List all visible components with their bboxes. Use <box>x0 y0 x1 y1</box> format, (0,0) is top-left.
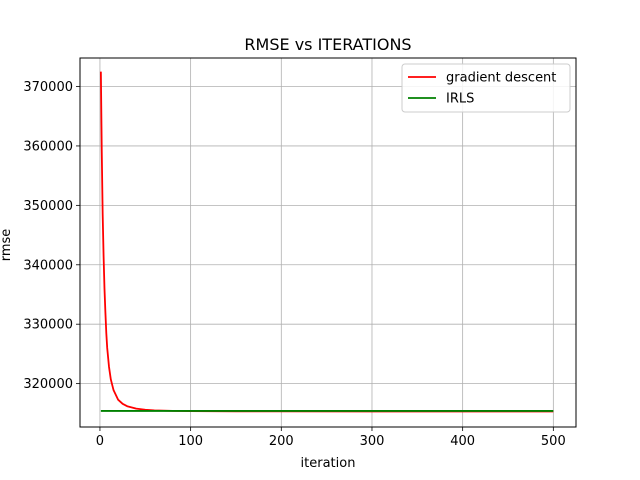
x-tick-label: 100 <box>178 434 203 449</box>
y-tick-label: 360000 <box>23 139 73 154</box>
x-tick-label: 300 <box>360 434 385 449</box>
plot-frame <box>79 57 577 428</box>
y-axis-label: rmse <box>0 229 14 262</box>
chart-title: RMSE vs ITERATIONS <box>244 35 411 54</box>
legend-label: IRLS <box>446 92 474 107</box>
y-tick-label: 370000 <box>23 80 73 95</box>
x-tick-label: 400 <box>450 434 475 449</box>
series-layer <box>99 71 554 413</box>
legend-box <box>401 63 571 113</box>
y-tick-label: 350000 <box>23 199 73 214</box>
grid-layer <box>80 58 576 427</box>
tick-layer: 0 100 200 300 400 500 320000 330000 340000 350000… <box>23 80 565 449</box>
legend-label: gradient descent <box>446 71 556 86</box>
x-tick-label: 200 <box>269 434 294 449</box>
x-tick-label: 0 <box>96 434 104 449</box>
x-tick-label: 500 <box>541 434 566 449</box>
y-tick-label: 320000 <box>23 377 73 392</box>
y-tick-label: 340000 <box>23 258 73 273</box>
legend: gradient descent IRLS <box>401 63 571 113</box>
x-axis-label: iteration <box>301 456 356 471</box>
y-tick-label: 330000 <box>23 318 73 333</box>
